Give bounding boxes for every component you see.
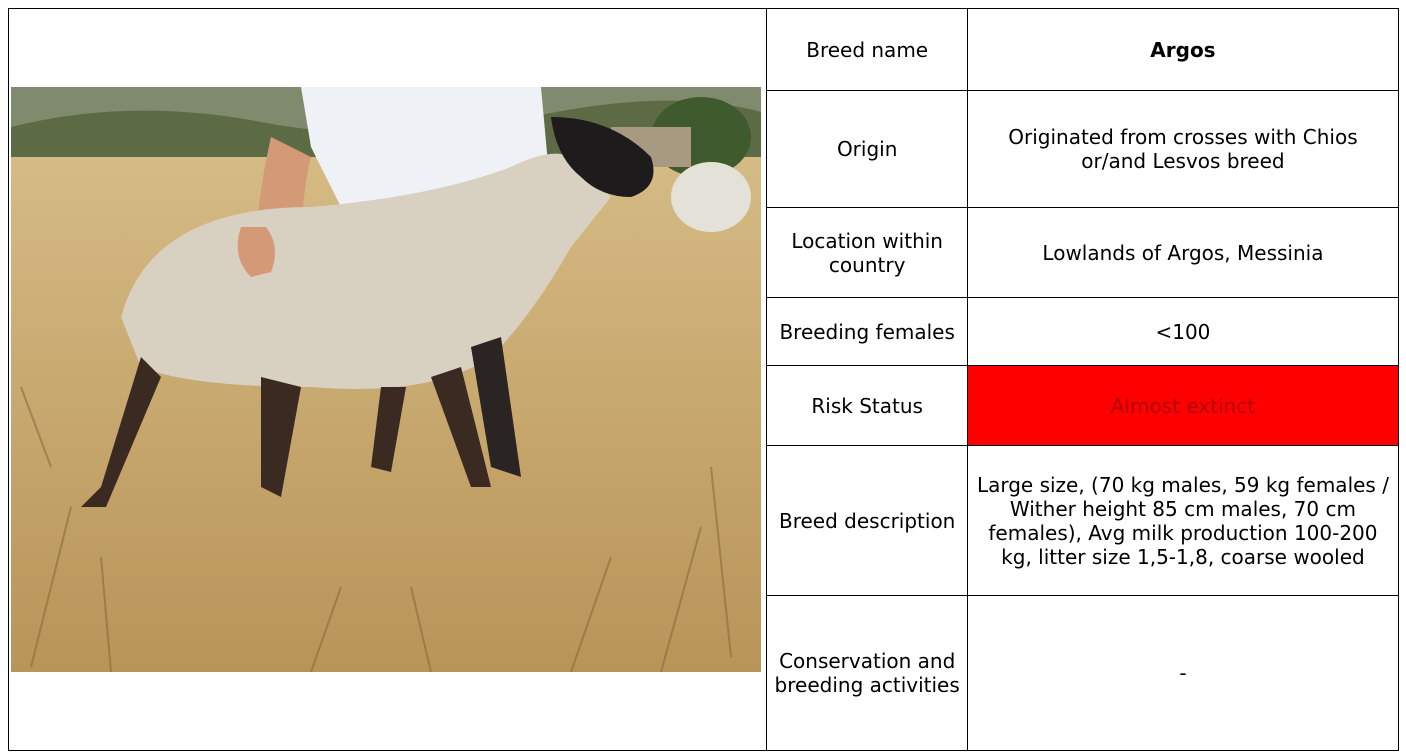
sheep-photo <box>11 87 761 672</box>
field-label: Origin <box>766 90 968 208</box>
field-label: Breed description <box>766 445 968 596</box>
field-value: Lowlands of Argos, Messinia <box>966 207 1400 298</box>
field-label: Risk Status <box>766 365 968 446</box>
field-value: <100 <box>966 297 1400 366</box>
field-value: Originated from crosses with Chios or/an… <box>966 90 1400 208</box>
risk-status: Almost extinct <box>966 365 1400 446</box>
field-label: Location within country <box>766 207 968 298</box>
field-label: Breed name <box>766 8 968 91</box>
breed-name: Argos <box>966 8 1400 91</box>
breed-table: Breed name Argos Origin Originated from … <box>7 8 1400 751</box>
field-value: - <box>966 595 1400 751</box>
field-label: Conservation and breeding activities <box>766 595 968 751</box>
photo-cell <box>7 8 768 751</box>
field-label: Breeding females <box>766 297 968 366</box>
field-value: Large size, (70 kg males, 59 kg females … <box>966 445 1400 596</box>
